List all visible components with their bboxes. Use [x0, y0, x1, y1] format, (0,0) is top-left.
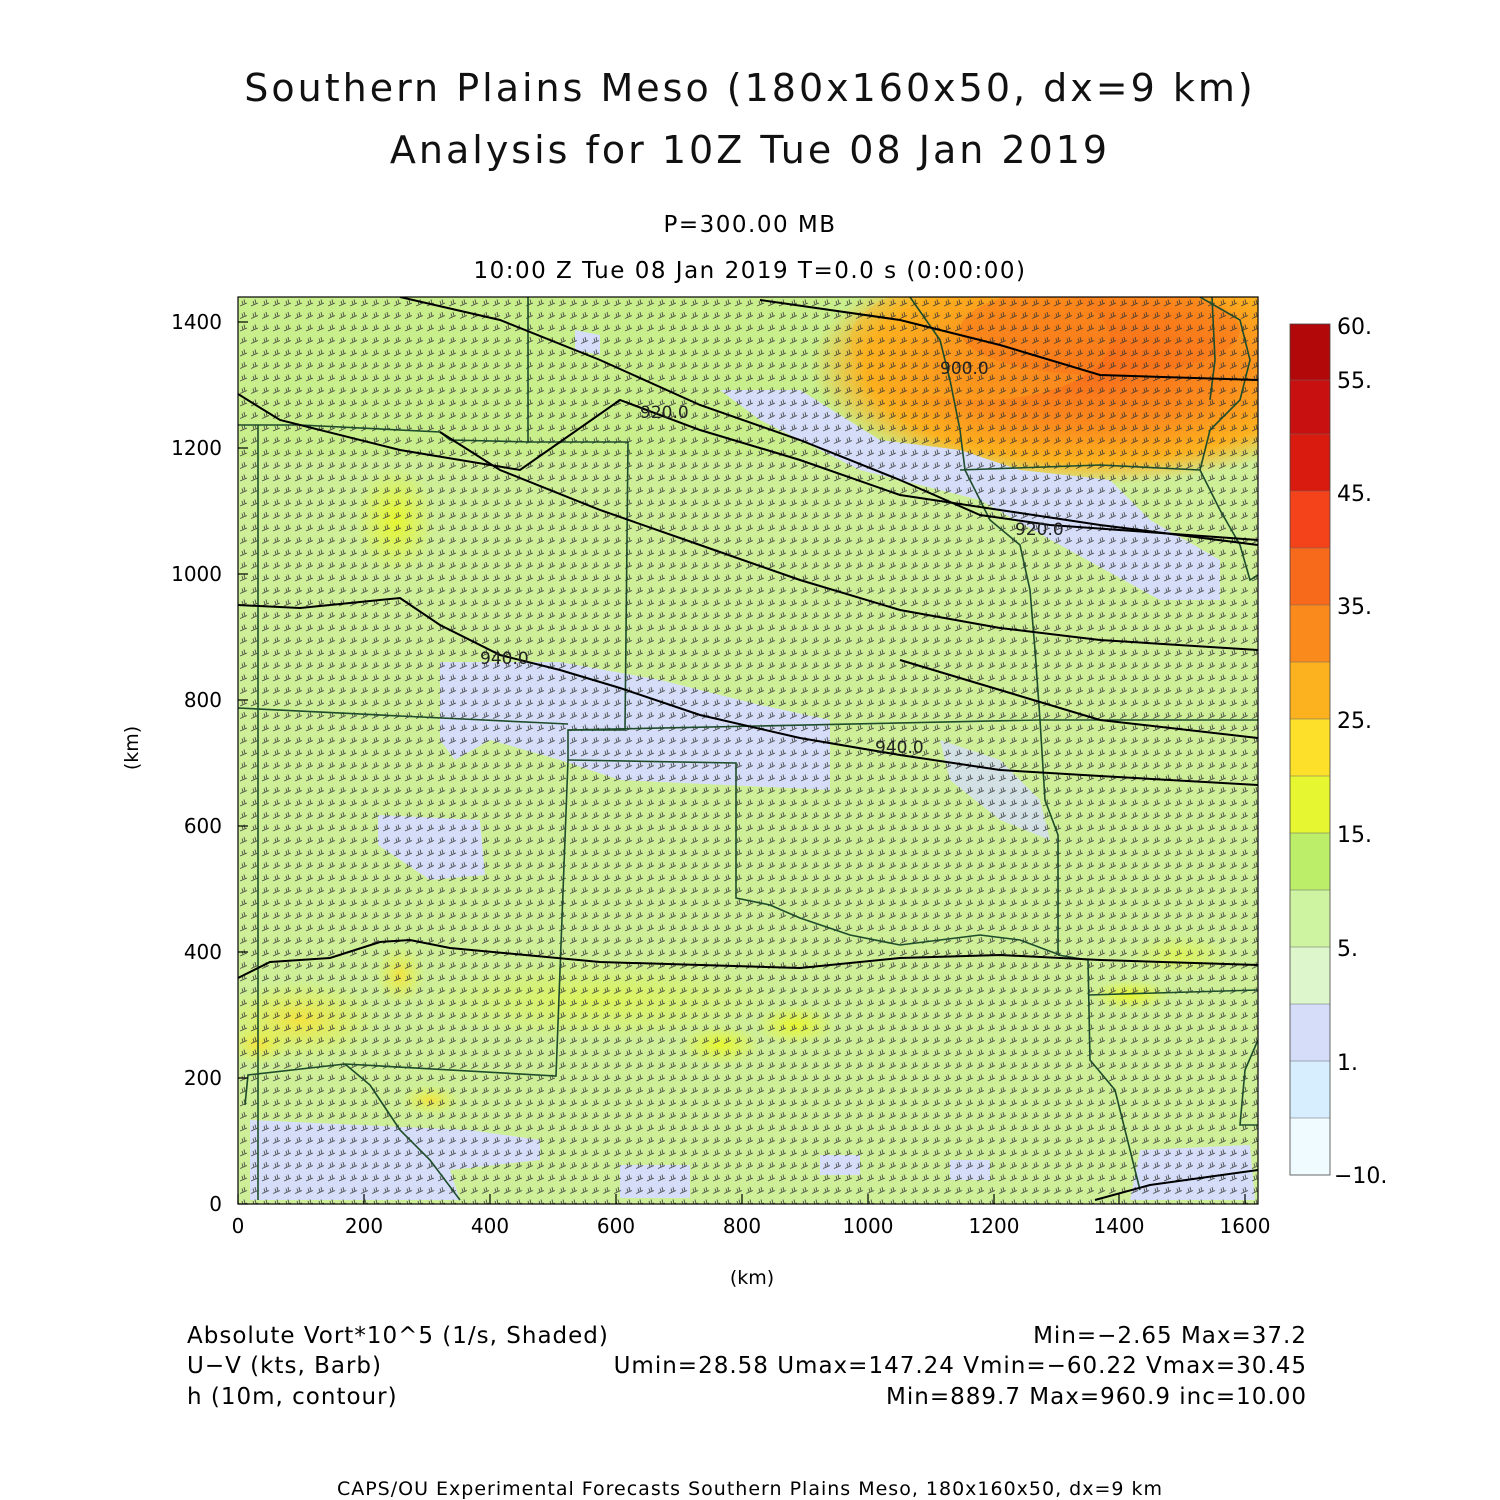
y-axis [238, 321, 248, 1205]
x-tick-label: 1400 [1094, 1214, 1145, 1238]
colorbar-label: 55. [1337, 369, 1372, 394]
colorbar-label: 25. [1337, 709, 1372, 734]
x-tick-label: 1600 [1220, 1214, 1271, 1238]
legend-contour-range: Min=889.7 Max=960.9 inc=10.00 [886, 1384, 1307, 1410]
y-tick-label: 0 [209, 1192, 222, 1216]
footer-credit: CAPS/OU Experimental Forecasts Southern … [336, 1478, 1164, 1500]
legend-shaded-range: Min=−2.65 Max=37.2 [1033, 1323, 1307, 1349]
y-tick-label: 1000 [171, 562, 222, 586]
x-tick-label: 0 [232, 1214, 245, 1238]
y-tick-label: 800 [184, 688, 222, 712]
y-tick-label: 200 [184, 1066, 222, 1090]
colorbar-label: 5. [1337, 937, 1358, 962]
colorbar-label: 45. [1337, 482, 1372, 507]
x-axis [237, 1194, 1246, 1204]
colorbar-label: −10. [1334, 1164, 1387, 1189]
legend-shaded-field: Absolute Vort*10^5 (1/s, Shaded) [187, 1323, 609, 1349]
contour-label: 940.0 [480, 649, 529, 669]
contour-label: 920.0 [1015, 520, 1064, 540]
colorbar-label: 1. [1337, 1051, 1358, 1076]
colorbar-label: 60. [1337, 315, 1372, 340]
legend-barb-range: Umin=28.58 Umax=147.24 Vmin=−60.22 Vmax=… [613, 1353, 1307, 1379]
contour-label: 900.0 [940, 359, 989, 379]
colorbar-label: 15. [1337, 823, 1372, 848]
plot-title-line2: Analysis for 10Z Tue 08 Jan 2019 [389, 128, 1111, 172]
x-tick-label: 400 [471, 1214, 509, 1238]
x-tick-label: 1000 [843, 1214, 894, 1238]
x-tick-label: 200 [345, 1214, 383, 1238]
contour-label: 920.0 [640, 403, 689, 423]
y-axis-unit: (km) [121, 726, 143, 770]
vorticity-shading [238, 297, 1258, 1204]
x-axis-unit: (km) [730, 1267, 774, 1289]
plot-frame [237, 296, 1259, 1205]
valid-time: 10:00 Z Tue 08 Jan 2019 T=0.0 s (0:00:00… [473, 258, 1027, 284]
pressure-level: P=300.00 MB [663, 212, 837, 238]
x-tick-label: 800 [723, 1214, 761, 1238]
legend-contour-field: h (10m, contour) [187, 1384, 398, 1410]
y-tick-label: 1400 [171, 310, 222, 334]
x-tick-label: 600 [597, 1214, 635, 1238]
y-tick-label: 1200 [171, 436, 222, 460]
colorbar-label: 35. [1337, 595, 1372, 620]
x-tick-label: 1200 [969, 1214, 1020, 1238]
plot-title-line1: Southern Plains Meso (180x160x50, dx=9 k… [244, 66, 1256, 110]
y-tick-label: 600 [184, 814, 222, 838]
legend-barb-field: U−V (kts, Barb) [187, 1353, 382, 1379]
contour-label: 940.0 [875, 738, 924, 758]
colorbar [1289, 323, 1331, 1176]
y-tick-label: 400 [184, 940, 222, 964]
